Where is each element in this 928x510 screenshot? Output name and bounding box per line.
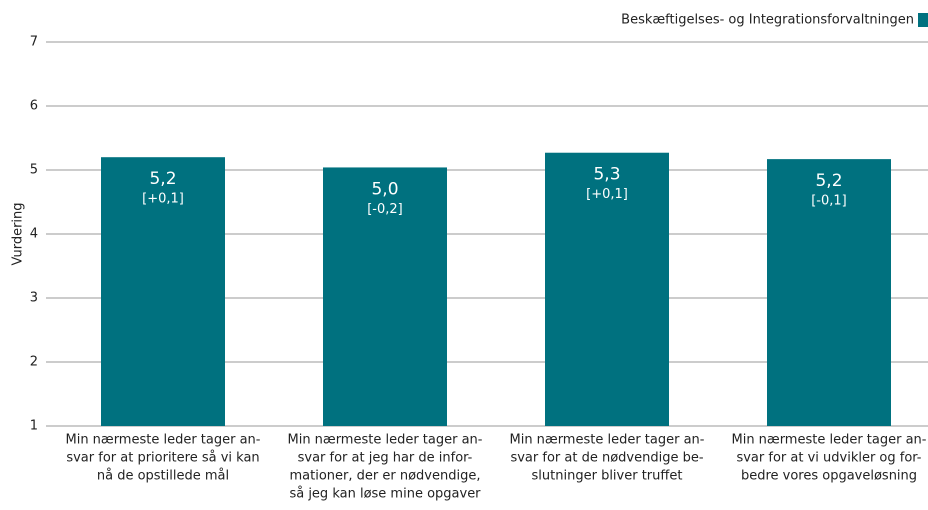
x-tick-label: bedre vores opgaveløsning bbox=[741, 469, 917, 484]
y-axis-label: Vurdering bbox=[11, 202, 26, 265]
value-label: 5,3 bbox=[593, 165, 620, 185]
value-label: 5,2 bbox=[815, 171, 842, 191]
x-tick-label: Min nærmeste leder tager an- bbox=[509, 433, 704, 448]
bar bbox=[545, 152, 669, 426]
legend-swatch bbox=[918, 13, 928, 27]
y-tick-label: 1 bbox=[30, 419, 38, 434]
change-label: [+0,1] bbox=[142, 192, 184, 207]
y-tick-label: 5 bbox=[30, 163, 38, 178]
bar bbox=[767, 159, 891, 426]
y-tick-label: 4 bbox=[30, 227, 38, 242]
bar bbox=[101, 157, 225, 426]
y-tick-label: 6 bbox=[30, 99, 38, 114]
x-tick-label: nå de opstillede mål bbox=[97, 469, 229, 484]
value-label: 5,2 bbox=[149, 169, 176, 189]
change-label: [+0,1] bbox=[586, 187, 628, 202]
change-label: [-0,1] bbox=[811, 194, 847, 209]
value-label: 5,0 bbox=[371, 179, 398, 199]
x-tick-label: slutninger bliver truffet bbox=[532, 469, 683, 484]
bar bbox=[323, 167, 447, 426]
y-tick-label: 3 bbox=[30, 291, 38, 306]
x-tick-label: Min nærmeste leder tager an- bbox=[287, 433, 482, 448]
y-tick-label: 7 bbox=[30, 35, 38, 50]
x-tick-label: Min nærmeste leder tager an- bbox=[731, 433, 926, 448]
x-tick-label: svar for at jeg har de infor- bbox=[298, 451, 473, 466]
x-tick-label: svar for at vi udvikler og for- bbox=[736, 451, 921, 466]
x-tick-label: Min nærmeste leder tager an- bbox=[65, 433, 260, 448]
x-tick-label: så jeg kan løse mine opgaver bbox=[289, 487, 481, 502]
x-tick-label: svar for at de nødvendige be- bbox=[510, 451, 703, 466]
legend-label: Beskæftigelses- og Integrationsforvaltni… bbox=[621, 13, 914, 28]
change-label: [-0,2] bbox=[367, 202, 403, 217]
x-tick-label: mationer, der er nødvendige, bbox=[290, 469, 481, 484]
y-tick-label: 2 bbox=[30, 355, 38, 370]
x-tick-label: svar for at prioritere så vi kan bbox=[66, 451, 259, 466]
